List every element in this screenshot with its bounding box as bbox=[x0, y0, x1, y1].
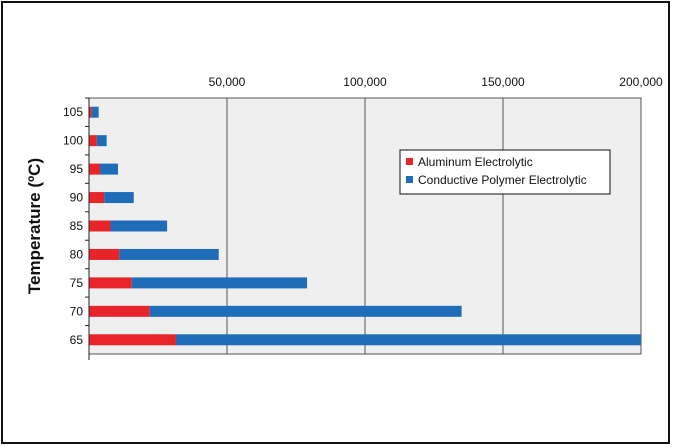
legend-label: Aluminum Electrolytic bbox=[418, 155, 533, 169]
y-tick-label: 70 bbox=[70, 304, 84, 318]
bar-polymer-100 bbox=[96, 135, 107, 147]
x-tick-label: 100,000 bbox=[343, 75, 387, 89]
bar-polymer-80 bbox=[119, 248, 219, 260]
legend: Aluminum Electrolytic Conductive Polymer … bbox=[399, 149, 611, 195]
bar-aluminum-80 bbox=[89, 248, 120, 260]
y-tick-label: 85 bbox=[70, 219, 84, 233]
legend-label: Conductive Polymer Electrolytic bbox=[418, 173, 587, 187]
y-tick-label: 90 bbox=[70, 191, 84, 205]
bar-aluminum-100 bbox=[89, 135, 97, 147]
y-tick-label: 105 bbox=[63, 105, 83, 119]
gridlines bbox=[226, 98, 642, 354]
bar-polymer-75 bbox=[131, 277, 308, 289]
bar-aluminum-90 bbox=[89, 192, 105, 204]
bar-polymer-105 bbox=[91, 106, 99, 118]
bar-aluminum-95 bbox=[89, 163, 101, 175]
y-tick-label: 100 bbox=[63, 134, 83, 148]
x-tick-label: 200,000 bbox=[619, 75, 663, 89]
bar-polymer-85 bbox=[110, 220, 168, 232]
bar-aluminum-70 bbox=[89, 305, 150, 317]
y-tick-label: 65 bbox=[70, 333, 84, 347]
y-axis-label: Temperature (ºC) bbox=[25, 158, 44, 294]
bar-aluminum-75 bbox=[89, 277, 132, 289]
legend-swatch bbox=[406, 158, 413, 165]
x-axis-ticks: 50,000 100,000 150,000 200,000 bbox=[209, 75, 663, 89]
x-tick-label: 150,000 bbox=[481, 75, 525, 89]
y-tick-label: 75 bbox=[70, 276, 84, 290]
legend-swatch bbox=[406, 176, 413, 183]
bar-aluminum-65 bbox=[89, 334, 176, 346]
bar-polymer-95 bbox=[100, 163, 118, 175]
y-axis-ticks: 105 100 95 90 85 80 75 70 65 bbox=[63, 97, 89, 347]
y-tick-label: 80 bbox=[70, 247, 84, 261]
y-tick-label: 95 bbox=[70, 162, 84, 176]
bar-polymer-90 bbox=[104, 192, 134, 204]
legend-box bbox=[399, 149, 611, 195]
x-tick-label: 50,000 bbox=[209, 75, 246, 89]
bar-series bbox=[89, 106, 641, 346]
bar-polymer-65 bbox=[175, 334, 641, 346]
bar-aluminum-105 bbox=[89, 106, 92, 118]
bar-aluminum-85 bbox=[89, 220, 111, 232]
bar-polymer-70 bbox=[149, 305, 462, 317]
